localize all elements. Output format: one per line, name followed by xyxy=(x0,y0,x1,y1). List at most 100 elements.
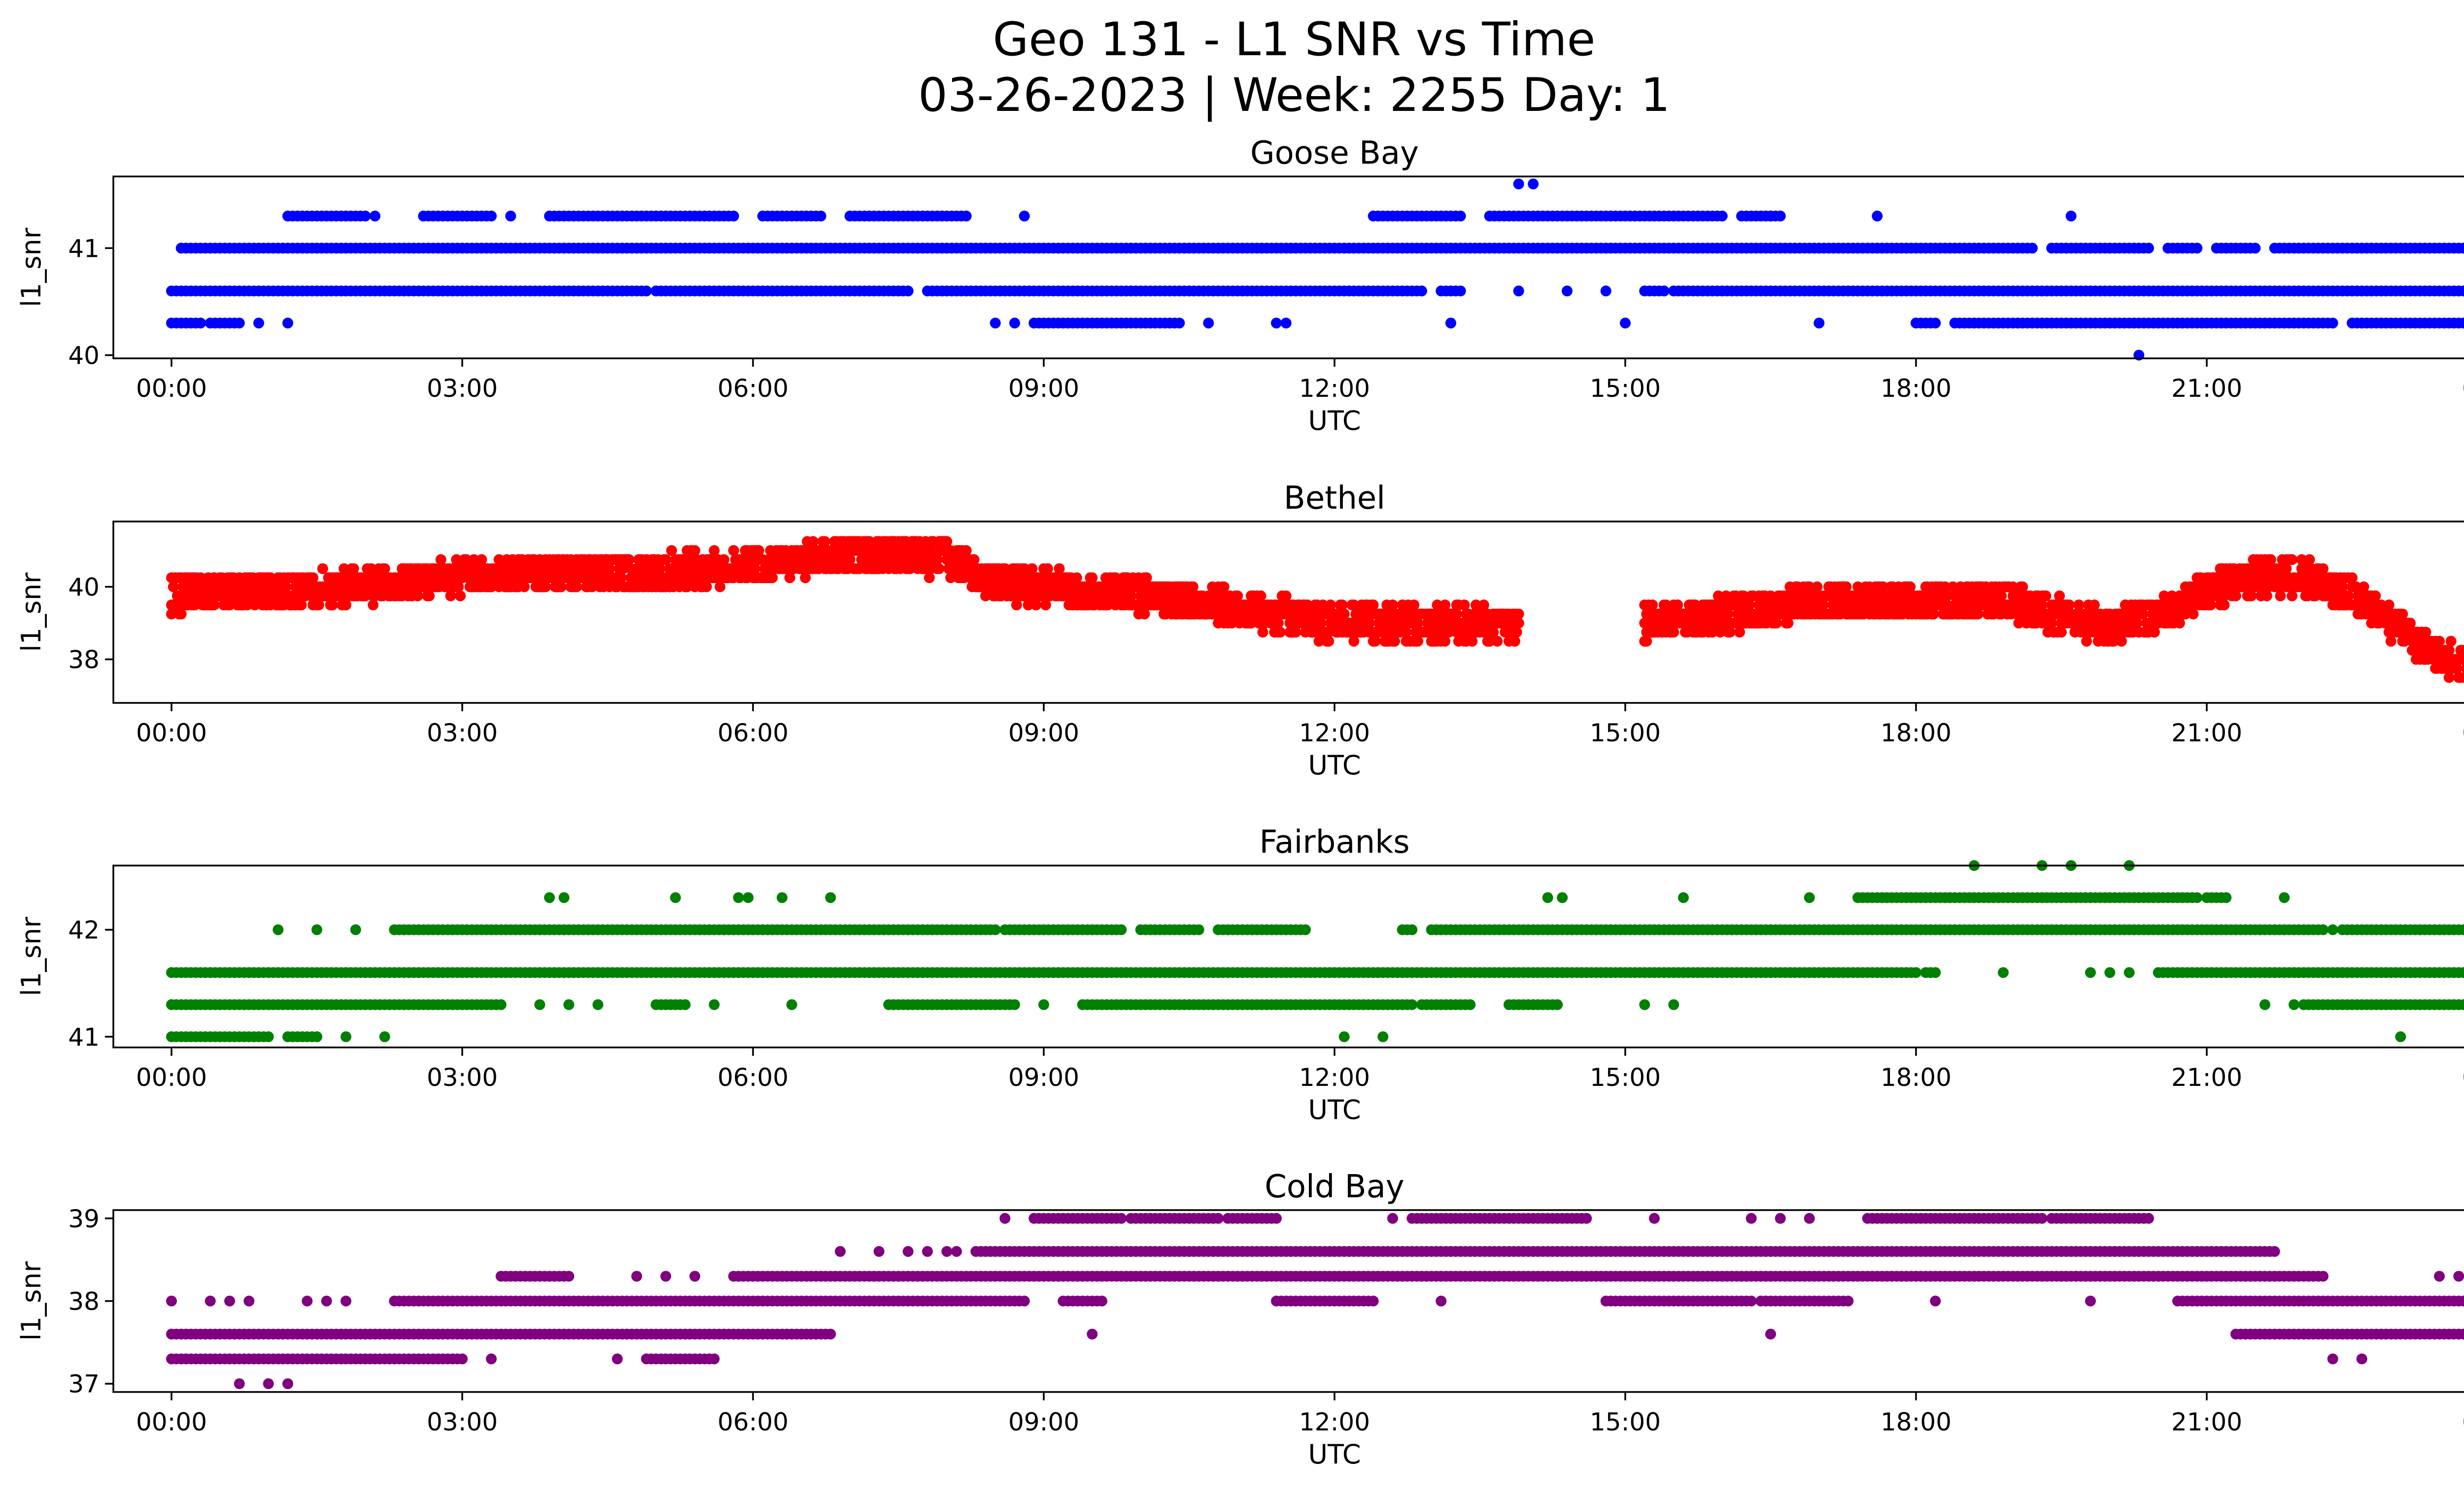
data-point xyxy=(1416,285,1427,297)
data-point xyxy=(2250,243,2261,254)
data-point xyxy=(689,545,700,556)
data-point xyxy=(1600,285,1611,297)
data-point xyxy=(1872,210,1883,222)
plot-frame xyxy=(112,175,2464,359)
data-point xyxy=(960,210,972,222)
y-tick-label: 41 xyxy=(68,234,100,263)
data-point xyxy=(1257,626,1268,638)
data-point xyxy=(728,210,739,222)
x-tick-label: 00:00 xyxy=(2462,374,2464,403)
data-point xyxy=(1445,317,1456,329)
data-point xyxy=(234,317,245,329)
data-point xyxy=(317,563,328,574)
data-point xyxy=(1658,285,1670,297)
data-point xyxy=(1513,178,1524,190)
data-point xyxy=(189,599,201,611)
data-point xyxy=(2327,317,2338,329)
data-point xyxy=(2443,672,2455,683)
data-point xyxy=(195,317,206,329)
data-point xyxy=(1218,581,1230,592)
data-point xyxy=(641,285,652,297)
x-tick-label: 15:00 xyxy=(1590,374,1661,403)
data-point xyxy=(249,599,261,611)
data-point xyxy=(1203,317,1214,329)
data-point xyxy=(1492,635,1503,647)
data-point xyxy=(2027,243,2038,254)
data-point xyxy=(715,581,726,592)
data-point xyxy=(1765,210,1776,222)
data-point xyxy=(1814,317,1825,329)
x-tick-label: 00:00 xyxy=(2462,719,2464,747)
x-tick-label: 21:00 xyxy=(2171,719,2242,747)
x-tick-label: 15:00 xyxy=(1590,719,1661,747)
data-point xyxy=(208,599,220,611)
data-point xyxy=(2191,243,2203,254)
y-tick-label: 40 xyxy=(68,341,100,370)
series-fairbanks xyxy=(166,860,2464,1043)
y-tick-label: 40 xyxy=(68,573,100,601)
x-tick-label: 00:00 xyxy=(136,374,207,403)
data-point xyxy=(2143,243,2154,254)
data-point xyxy=(1930,317,1941,329)
data-point xyxy=(623,554,635,565)
data-point xyxy=(1509,635,1520,647)
data-point xyxy=(505,210,516,222)
data-point xyxy=(455,590,466,601)
x-tick-label: 12:00 xyxy=(1299,719,1370,747)
data-point xyxy=(815,210,826,222)
data-point xyxy=(224,599,235,611)
data-point xyxy=(273,581,284,592)
data-point xyxy=(2370,590,2381,601)
data-point xyxy=(2458,317,2464,329)
data-point xyxy=(251,581,263,592)
data-point xyxy=(265,572,276,584)
data-point xyxy=(1620,317,1631,329)
figure-title-line1: Geo 131 - L1 SNR vs Time xyxy=(993,13,1596,67)
x-axis-label: UTC xyxy=(1308,405,1361,436)
data-point xyxy=(1174,317,1185,329)
data-point xyxy=(1009,317,1020,329)
data-point xyxy=(1141,572,1152,584)
data-point xyxy=(282,317,293,329)
data-point xyxy=(175,590,187,601)
x-tick-label: 03:00 xyxy=(427,719,498,747)
data-point xyxy=(1274,626,1286,638)
data-point xyxy=(1716,210,1728,222)
x-tick-label: 06:00 xyxy=(718,719,788,747)
data-point xyxy=(1513,618,1524,629)
data-point xyxy=(1775,210,1786,222)
data-point xyxy=(486,210,497,222)
data-point xyxy=(1455,210,1466,222)
data-point xyxy=(902,285,914,297)
y-tick-label: 38 xyxy=(68,646,100,674)
data-point xyxy=(555,581,567,592)
data-point xyxy=(2458,243,2464,254)
data-point xyxy=(1511,626,1522,638)
data-point xyxy=(1323,635,1335,647)
data-point xyxy=(241,599,253,611)
data-point xyxy=(1528,178,1539,190)
x-tick-label: 12:00 xyxy=(1299,374,1370,403)
data-point xyxy=(224,581,235,592)
y-axis-label: l1_snr xyxy=(16,227,47,307)
data-point xyxy=(166,608,177,620)
data-point xyxy=(933,563,945,574)
x-tick-label: 09:00 xyxy=(1008,719,1079,747)
x-tick-label: 03:00 xyxy=(427,374,498,403)
data-point xyxy=(1513,285,1524,297)
data-point xyxy=(1087,572,1098,584)
data-point xyxy=(2056,626,2067,638)
data-point xyxy=(2385,635,2396,647)
series-goose-bay xyxy=(166,178,2464,361)
data-point xyxy=(990,317,1001,329)
data-point xyxy=(1562,285,1573,297)
data-point xyxy=(1455,285,1466,297)
data-point xyxy=(2434,635,2445,647)
data-point xyxy=(2458,285,2464,297)
data-point xyxy=(175,608,187,620)
